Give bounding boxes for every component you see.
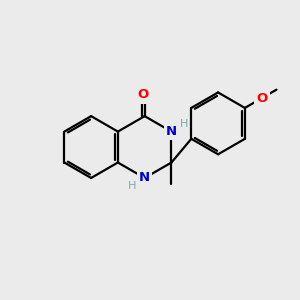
Text: O: O <box>138 88 149 101</box>
Text: N: N <box>139 172 150 184</box>
Text: H: H <box>128 181 136 191</box>
Text: N: N <box>166 125 177 138</box>
Text: O: O <box>256 92 268 105</box>
Text: H: H <box>180 119 188 129</box>
